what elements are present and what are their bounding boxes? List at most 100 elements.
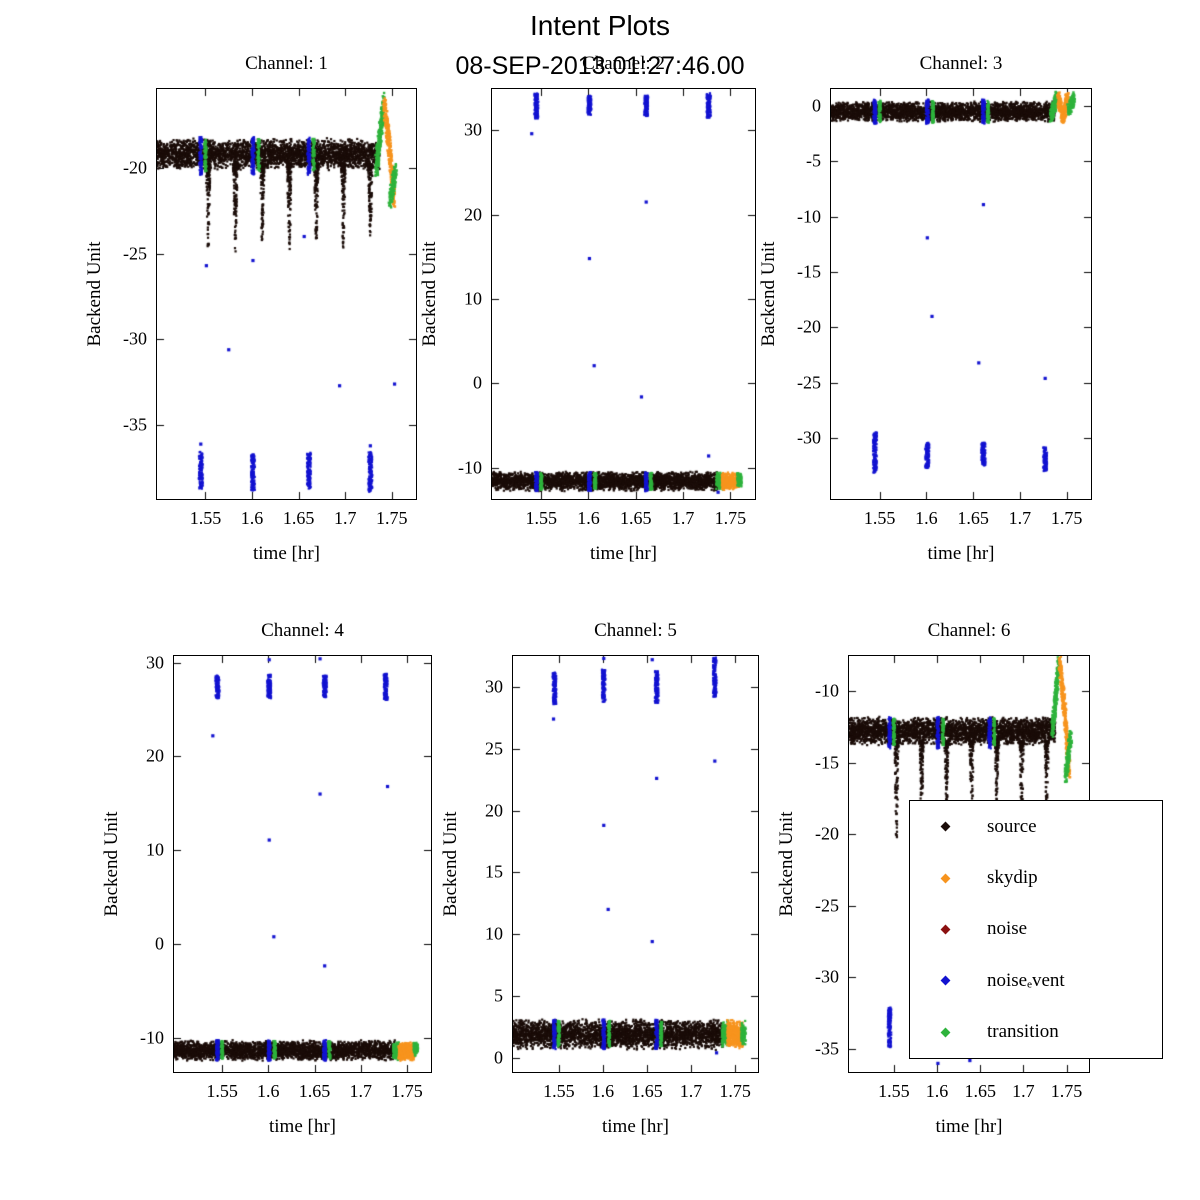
x-tick-label: 1.6: [577, 508, 600, 528]
y-tick-label: -30: [815, 966, 839, 987]
subplot-channel-6: Channel: 6 Backend Unit time [hr] 1.55 1.…: [776, 620, 1090, 1137]
x-tick-label: 1.65: [964, 1081, 996, 1101]
x-tick-label: 1.7: [1008, 508, 1032, 528]
y-tick-label: 10: [464, 288, 482, 309]
x-tick-label: 1.7: [1012, 1081, 1035, 1101]
x-tick-label: 1.7: [671, 508, 695, 528]
y-tick-label: 20: [464, 204, 482, 225]
plot-canvas: [831, 89, 1091, 499]
figure-title: Intent Plots: [529, 10, 671, 41]
x-tick-label: 1.7: [679, 1081, 703, 1101]
x-tick-label: 1.55: [543, 1081, 575, 1101]
legend: source skydip noise noiseₑvent transition: [909, 800, 1163, 1059]
x-tick-label: 1.75: [714, 508, 747, 528]
subplot-channel-2: Channel: 2 Backend Unit time [hr] 1.55 1.…: [419, 53, 756, 564]
x-tick-label: 1.55: [525, 508, 557, 528]
legend-label: noiseₑvent: [987, 969, 1065, 991]
y-axis-label: Backend Unit: [101, 811, 122, 917]
skydip-marker-icon: [940, 873, 951, 884]
y-tick-label: -20: [797, 316, 821, 337]
y-tick-label: -25: [123, 243, 147, 264]
legend-label: skydip: [987, 867, 1038, 889]
plot-canvas: [174, 656, 431, 1072]
chart-title: Channel: 5: [594, 620, 677, 641]
x-axis-label: time [hr]: [927, 543, 995, 564]
x-axis-label: time [hr]: [252, 543, 320, 564]
x-tick-label: 1.6: [591, 1081, 615, 1101]
y-tick-label: -20: [815, 823, 839, 844]
y-tick-label: -20: [123, 157, 147, 178]
x-axis-label: time [hr]: [268, 1116, 336, 1137]
legend-label: noise: [987, 918, 1028, 940]
x-tick-label: 1.6: [915, 508, 938, 528]
x-tick-label: 1.65: [631, 1081, 663, 1101]
chart-title: Channel: 2: [582, 53, 665, 74]
chart-title: Channel: 1: [245, 53, 328, 74]
y-tick-label: 20: [485, 800, 503, 821]
y-axis-label: Backend Unit: [440, 811, 461, 917]
plot-canvas: [513, 656, 758, 1072]
y-tick-label: -5: [806, 150, 821, 171]
y-tick-label: -10: [815, 680, 839, 701]
legend-label: source: [987, 815, 1037, 837]
subplot-channel-3: Channel: 3 Backend Unit time [hr] 1.55 1.…: [758, 53, 1092, 564]
y-axis-label: Backend Unit: [419, 241, 440, 347]
legend-label: transition: [987, 1021, 1059, 1043]
x-axis-label: time [hr]: [935, 1116, 1003, 1137]
x-axis-label: time [hr]: [601, 1116, 669, 1137]
subplot-channel-4: Channel: 4 Backend Unit time [hr] 1.55 1.…: [101, 620, 432, 1137]
y-tick-label: 0: [473, 372, 482, 393]
y-tick-label: -15: [797, 261, 821, 282]
x-tick-label: 1.75: [719, 1081, 751, 1101]
y-tick-label: 10: [146, 839, 164, 860]
x-tick-label: 1.65: [282, 508, 315, 528]
noise-marker-icon: [940, 924, 951, 935]
y-tick-label: 0: [812, 95, 821, 116]
y-tick-label: -10: [140, 1027, 164, 1048]
y-tick-label: -30: [797, 427, 821, 448]
x-tick-label: 1.75: [376, 508, 408, 528]
y-tick-label: -35: [123, 414, 147, 435]
legend-item-transition: transition: [910, 1021, 1162, 1043]
y-tick-label: 30: [485, 676, 503, 697]
transition-marker-icon: [940, 1027, 951, 1038]
legend-item-noise_event: noiseₑvent: [910, 970, 1162, 992]
x-tick-label: 1.7: [333, 508, 357, 528]
noise_event-marker-icon: [940, 975, 951, 986]
chart-title: Channel: 3: [919, 53, 1003, 74]
y-axis-label: Backend Unit: [84, 241, 105, 347]
x-tick-label: 1.75: [391, 1081, 423, 1101]
plot-canvas: [492, 89, 755, 499]
chart-title: Channel: 6: [927, 620, 1011, 641]
y-tick-label: 0: [494, 1047, 503, 1068]
y-tick-label: 15: [485, 861, 503, 882]
y-axis-label: Backend Unit: [776, 811, 797, 917]
x-tick-label: 1.55: [189, 508, 222, 528]
y-tick-label: 5: [494, 985, 503, 1006]
x-tick-label: 1.65: [957, 508, 989, 528]
chart-title: Channel: 4: [261, 620, 344, 641]
x-tick-label: 1.55: [863, 508, 896, 528]
y-tick-label: -25: [815, 895, 839, 916]
legend-item-source: source: [910, 816, 1162, 838]
x-tick-label: 1.75: [1050, 1081, 1083, 1101]
subplot-channel-1: Channel: 1 Backend Unit time [hr] 1.55 1.…: [84, 53, 417, 564]
y-tick-label: -30: [123, 328, 147, 349]
subplot-channel-5: Channel: 5 Backend Unit time [hr] 1.55 1.…: [440, 620, 759, 1137]
x-tick-label: 1.7: [349, 1081, 372, 1101]
y-tick-label: -35: [815, 1038, 839, 1059]
legend-item-noise: noise: [910, 918, 1162, 940]
y-tick-label: 0: [155, 933, 164, 954]
x-tick-label: 1.6: [257, 1081, 280, 1101]
y-tick-label: -10: [458, 457, 482, 478]
y-tick-label: 20: [146, 745, 164, 766]
figure-subtitle: 08-SEP-2013.01:27:46.00: [455, 52, 745, 80]
x-tick-label: 1.65: [620, 508, 652, 528]
y-tick-label: 25: [485, 738, 503, 759]
y-tick-label: -15: [815, 752, 839, 773]
x-tick-label: 1.65: [298, 1081, 331, 1101]
x-tick-label: 1.6: [925, 1081, 949, 1101]
y-tick-label: -25: [797, 372, 821, 393]
x-tick-label: 1.55: [206, 1081, 238, 1101]
